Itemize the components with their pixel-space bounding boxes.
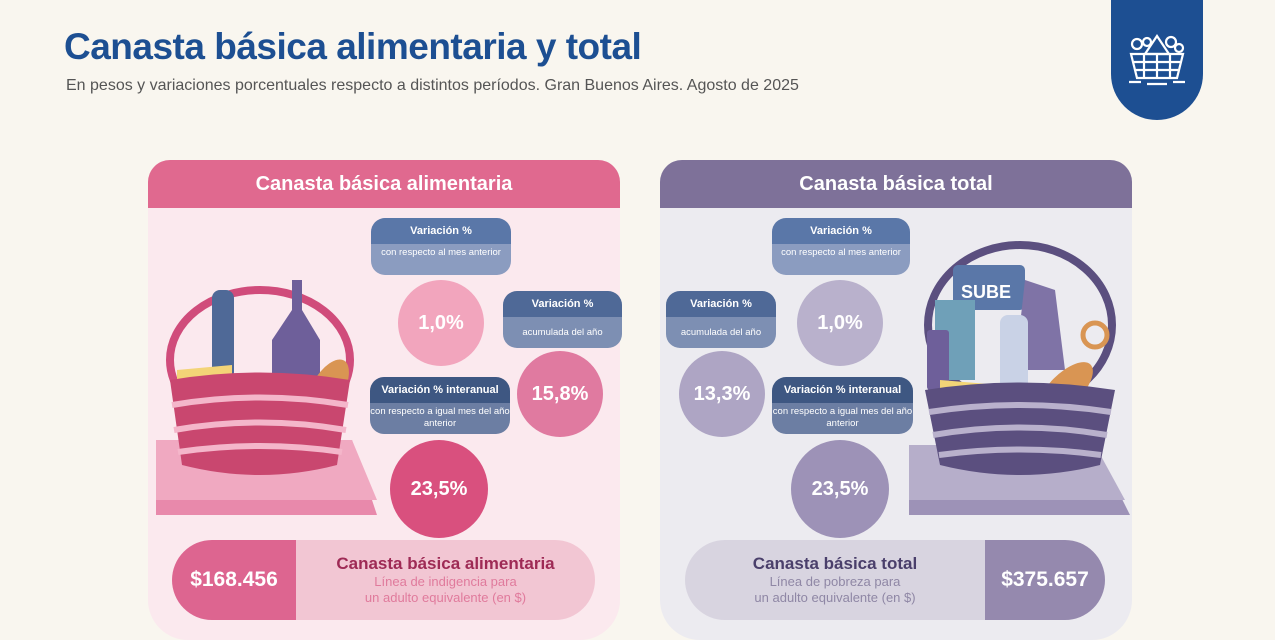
- food-basket-illustration: [156, 280, 377, 515]
- page-title: Canasta básica alimentaria y total: [64, 26, 642, 67]
- label-desc: acumulada del año: [666, 317, 776, 348]
- cba-monthly-label: Variación % con respecto al mes anterior: [371, 218, 511, 275]
- cbt-amount-pill: Canasta básica total Línea de pobreza pa…: [685, 540, 1105, 620]
- cba-footer-title: Canasta básica alimentaria: [336, 554, 555, 573]
- label-title: Variación %: [666, 291, 776, 317]
- page-subtitle: En pesos y variaciones porcentuales resp…: [66, 77, 799, 94]
- cbt-ytd-label: Variación % acumulada del año: [666, 291, 776, 348]
- label-title: Variación % interanual: [370, 377, 510, 403]
- cbt-yoy-value: 23,5%: [791, 440, 889, 538]
- label-title: Variación %: [503, 291, 622, 317]
- cba-amount: $168.456: [172, 540, 296, 620]
- label-title: Variación %: [772, 218, 910, 244]
- label-title: Variación %: [371, 218, 511, 244]
- cbt-heading: Canasta básica total: [660, 160, 1132, 208]
- cba-footer-line2: un adulto equivalente (en $): [364, 590, 527, 605]
- cbt-footer-line1: Línea de pobreza para: [769, 574, 901, 589]
- cba-footer-line1: Línea de indigencia para: [374, 574, 517, 589]
- cbt-footer-title: Canasta básica total: [752, 554, 918, 573]
- label-desc: con respecto al mes anterior: [772, 244, 910, 275]
- cbt-amount: $375.657: [985, 540, 1105, 620]
- cba-ytd-label: Variación % acumulada del año: [503, 291, 622, 348]
- cba-monthly-value: 1,0%: [398, 280, 484, 366]
- cbt-footer-line2: un adulto equivalente (en $): [754, 590, 916, 605]
- cbt-ytd-value: 13,3%: [679, 351, 765, 437]
- label-desc: con respecto a igual mes del año anterio…: [370, 403, 510, 434]
- cbt-monthly-value: 1,0%: [797, 280, 883, 366]
- cba-ytd-value: 15,8%: [517, 351, 603, 437]
- sube-card-label: SUBE: [961, 282, 1011, 302]
- cba-yoy-label: Variación % interanual con respecto a ig…: [370, 377, 510, 434]
- label-desc: con respecto al mes anterior: [371, 244, 511, 275]
- basket-icon: [1129, 34, 1185, 86]
- logo-badge: [1111, 0, 1203, 120]
- goods-basket-illustration: SUBE: [909, 241, 1130, 515]
- label-desc: con respecto a igual mes del año anterio…: [772, 403, 913, 434]
- cba-yoy-value: 23,5%: [390, 440, 488, 538]
- cbt-monthly-label: Variación % con respecto al mes anterior: [772, 218, 910, 275]
- cba-heading: Canasta básica alimentaria: [148, 160, 620, 208]
- cbt-yoy-label: Variación % interanual con respecto a ig…: [772, 377, 913, 434]
- label-title: Variación % interanual: [772, 377, 913, 403]
- label-desc: acumulada del año: [503, 317, 622, 348]
- cba-amount-pill: $168.456 Canasta básica alimentaria Líne…: [172, 540, 595, 620]
